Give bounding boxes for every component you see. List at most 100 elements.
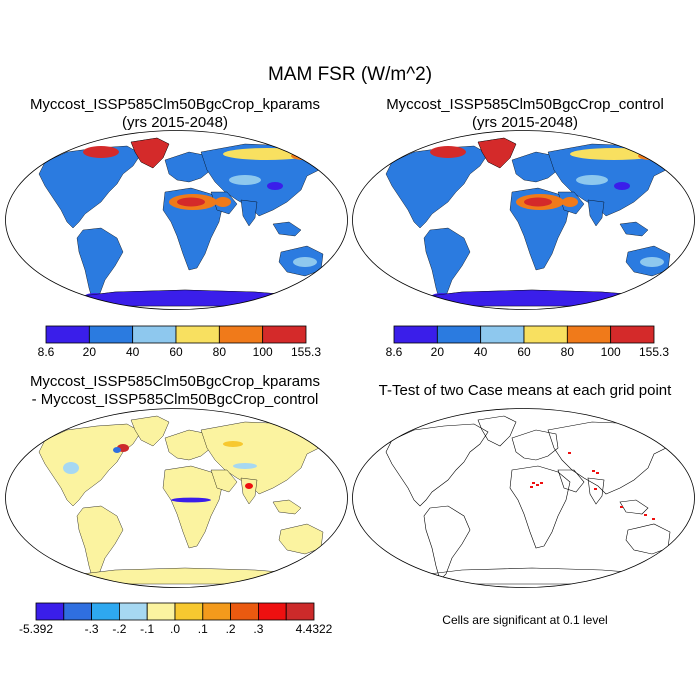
significance-note: Cells are significant at 0.1 level — [442, 613, 608, 627]
map-border — [352, 408, 695, 588]
colorbar-box — [393, 325, 438, 344]
australia-interior — [640, 257, 664, 267]
continent-india — [240, 199, 258, 227]
colorbar-label: -.1 — [140, 622, 155, 636]
panel-title-bottom-left-line2: - Myccost_ISSP585Clm50BgcCrop_control — [31, 391, 319, 408]
continent-southAmerica — [423, 505, 471, 581]
continent-arabia — [210, 469, 238, 493]
east-asia-low — [614, 182, 630, 190]
panel-title-bottom-right-line1: T-Test of two Case means at each grid po… — [378, 382, 672, 399]
russia-positive — [223, 441, 243, 447]
continent-greenland — [130, 415, 170, 447]
colorbar-box — [257, 602, 287, 621]
central-asia-negative — [233, 463, 257, 469]
colorbar-label: -.2 — [112, 622, 127, 636]
sahel-negative-band — [171, 497, 211, 503]
map-bottom-left — [5, 408, 348, 588]
panel-title-top-right: Myccost_ISSP585Clm50BgcCrop_control (yrs… — [350, 96, 700, 132]
map-ocean — [352, 408, 695, 588]
colorbar-label: 8.6 — [37, 345, 55, 359]
colorbar-box — [566, 325, 612, 344]
colorbar-box — [88, 325, 134, 344]
colorbar-label: 100 — [600, 345, 621, 359]
continent-australia — [278, 523, 324, 555]
colorbar-box — [285, 602, 315, 621]
map-border — [5, 130, 348, 310]
arabia-region — [562, 197, 578, 207]
colorbar-label: -.3 — [84, 622, 99, 636]
colorbar-box — [146, 602, 176, 621]
colorbar-box — [436, 325, 482, 344]
significant-cell — [592, 470, 595, 472]
significant-cell — [536, 484, 539, 486]
continent-seAsia — [272, 499, 302, 515]
continent-northAmerica — [385, 145, 489, 229]
colorbar-label: 60 — [169, 345, 183, 359]
continent-europe — [511, 429, 559, 461]
colorbar-label: 155.3 — [290, 345, 322, 359]
colorbar-labels-top-left: 8.6 20 40 60 80 100 155.3 — [38, 345, 321, 361]
map-top-left — [5, 130, 348, 310]
colorbar-label: 100 — [252, 345, 273, 359]
arctic-canada — [83, 146, 119, 158]
colorbar-label: 155.3 — [638, 345, 670, 359]
continent-seAsia — [619, 499, 649, 515]
colorbar-label: .2 — [225, 622, 236, 636]
significant-cell — [620, 506, 623, 508]
panel-title-top-left: Myccost_ISSP585Clm50BgcCrop_kparams (yrs… — [0, 96, 350, 132]
colorbar-labels-top-right: 8.6 20 40 60 80 100 155.3 — [386, 345, 669, 361]
panel-title-top-right-line1: Myccost_ISSP585Clm50BgcCrop_control — [386, 96, 664, 113]
continent-australia — [625, 523, 671, 555]
continent-greenland — [477, 415, 517, 447]
colorbar-box — [610, 325, 655, 344]
colorbar-box — [202, 602, 232, 621]
colorbar-box — [480, 325, 525, 344]
colorbar-label: 60 — [517, 345, 531, 359]
map-land — [38, 415, 328, 585]
continent-india — [587, 199, 605, 227]
panel-title-top-left-line1: Myccost_ISSP585Clm50BgcCrop_kparams — [29, 96, 321, 113]
map-top-right — [352, 130, 695, 310]
colorbar-box — [175, 325, 220, 344]
colorbar-box — [174, 602, 204, 621]
greenland-high — [130, 137, 170, 169]
colorbar-label: 40 — [125, 345, 140, 359]
colorbar-label: 20 — [82, 345, 96, 359]
significant-cell — [594, 488, 597, 490]
continent-india — [240, 477, 258, 505]
colorbar-box — [63, 602, 92, 621]
continent-europe — [164, 429, 212, 461]
panel-title-top-left-line2: (yrs 2015-2048) — [122, 114, 228, 131]
significant-cell — [568, 452, 571, 454]
sahara-core — [524, 197, 552, 207]
significant-cell — [652, 518, 655, 520]
colorbar-bottom-left — [35, 602, 315, 621]
panel-title-bottom-left: Myccost_ISSP585Clm50BgcCrop_kparams - My… — [0, 373, 350, 409]
colorbar-top-right — [393, 325, 655, 344]
colorbar-top-left — [45, 325, 307, 344]
india-positive — [245, 483, 253, 489]
colorbar-box — [91, 602, 120, 621]
map-border — [352, 130, 695, 310]
continent-seAsia — [272, 221, 302, 237]
significant-cell — [596, 472, 599, 474]
colorbar-box — [230, 602, 259, 621]
greenland-high — [477, 137, 517, 169]
colorbar-label: 20 — [430, 345, 444, 359]
panel-title-top-right-line2: (yrs 2015-2048) — [472, 114, 578, 131]
continent-seAsia — [619, 221, 649, 237]
east-us-negative — [113, 447, 121, 453]
map-border — [5, 408, 348, 588]
colorbar-box — [35, 602, 65, 621]
significant-cell — [530, 486, 533, 488]
continent-europe — [164, 151, 212, 183]
australia-interior — [293, 257, 317, 267]
map-bottom-right — [352, 408, 695, 588]
sahara-core — [177, 197, 205, 207]
colorbar-label: 80 — [212, 345, 226, 359]
colorbar-box — [523, 325, 568, 344]
continent-northAmerica — [385, 423, 489, 507]
panel-title-bottom-right: T-Test of two Case means at each grid po… — [350, 382, 700, 400]
colorbar-box — [218, 325, 264, 344]
significant-cell — [540, 482, 543, 484]
